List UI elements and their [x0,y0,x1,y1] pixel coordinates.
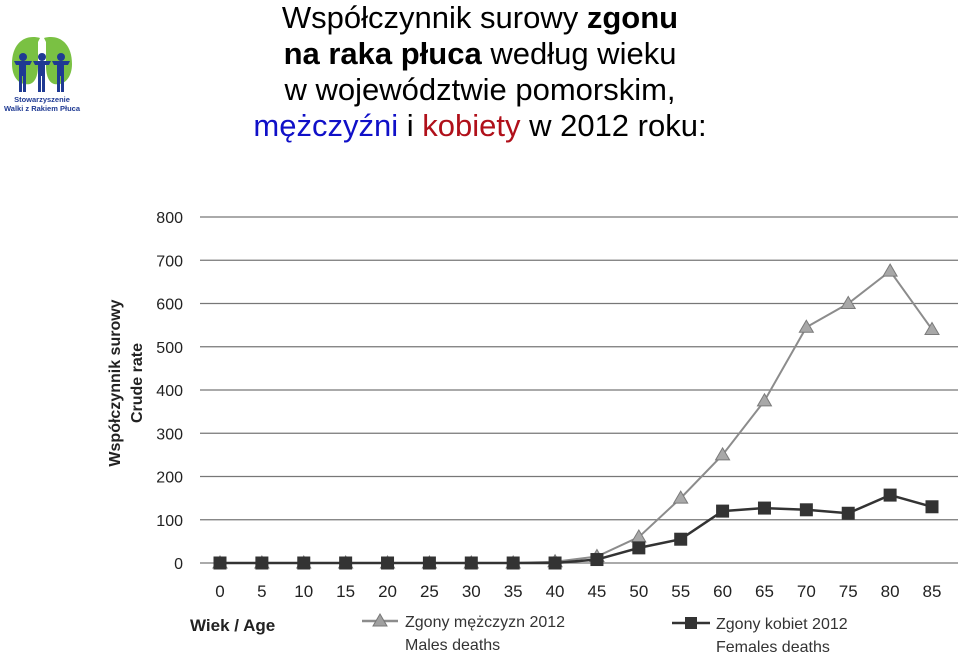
x-axis-label: Wiek / Age [190,616,275,635]
data-point-square [925,500,939,514]
legend-label-females: Zgony kobiet 2012 [716,616,848,633]
logo-line-1: Stowarzyszenie [14,95,70,104]
y-tick-label: 200 [156,470,183,487]
y-tick-label: 700 [156,253,183,270]
lungs-people-logo-icon [12,37,72,92]
x-tick-label: 20 [378,582,397,601]
legend-item-males: Zgony mężczyzn 2012 Males deaths [362,613,565,654]
logo-line-2: Walki z Rakiem Płuca [3,104,80,113]
y-axis-label-en: Crude rate [129,343,146,423]
legend-label-males: Zgony mężczyzn 2012 [405,614,565,631]
data-point-triangle [756,392,773,407]
gridlines [200,216,958,564]
data-point-square [255,556,269,570]
data-point-triangle [672,490,689,504]
y-tick-label: 100 [156,513,183,530]
x-tick-label: 80 [881,582,900,601]
title-line-4: mężczyźni i kobiety w 2012 roku: [180,108,780,144]
title-line-2-b: według wieku [481,36,677,71]
title-line-1: Współczynnik surowy zgonu [180,0,780,36]
data-point-triangle [924,321,940,335]
legend: Zgony mężczyzn 2012 Males deaths Zgony k… [362,613,848,656]
data-point-square [339,556,353,570]
x-tick-label: 5 [257,582,266,601]
title-line-2-a: na raka płuca [283,36,482,71]
x-tick-label: 0 [215,582,224,601]
title-line-3: w województwie pomorskim, [284,72,676,107]
data-point-triangle [714,446,731,461]
data-point-square [590,553,604,567]
series-line [220,493,933,565]
series-females [213,488,939,570]
x-tick-label: 85 [923,582,942,601]
x-tick-label: 15 [336,582,355,601]
x-tick-label: 75 [839,582,858,601]
data-point-square [799,503,813,517]
x-tick-label: 25 [420,582,439,601]
x-tick-label: 50 [629,582,648,601]
x-tick-label: 60 [713,582,732,601]
data-point-square [213,556,227,570]
y-tick-labels: 0 100 200 300 400 500 600 700 800 [156,210,183,573]
y-tick-label: 400 [156,383,183,400]
data-point-square [506,556,520,570]
title-line-2: na raka płuca według wieku [180,36,780,72]
y-axis-label: Współczynnik surowy [107,299,124,466]
legend-item-females: Zgony kobiet 2012 Females deaths [672,616,848,656]
legend-label-females-en: Females deaths [716,639,830,656]
x-tick-label: 65 [755,582,774,601]
data-point-square [422,556,436,570]
data-point-square [548,556,562,570]
y-tick-label: 600 [156,297,183,314]
x-tick-labels: 0 5 10 15 20 25 30 35 40 45 50 55 60 65 70 75 80 85 [215,582,941,601]
data-point-square [464,556,478,570]
x-tick-label: 40 [546,582,565,601]
data-point-square [841,506,855,520]
logo-caption: Stowarzyszenie Walki z Rakiem Płuca [0,95,84,113]
title-line-1-b: zgonu [586,0,679,35]
data-point-triangle [882,263,898,277]
data-point-square [674,532,688,546]
title-line-4-and: i [398,108,423,143]
data-point-square [883,488,897,502]
page-title: Współczynnik surowy zgonu na raka płuca … [180,0,780,144]
y-tick-label: 300 [156,426,183,443]
data-point-square [381,556,395,570]
series-layer [212,263,940,570]
legend-label-males-en: Males deaths [405,637,500,654]
data-point-square [757,501,771,515]
x-tick-label: 70 [797,582,816,601]
crude-rate-line-chart: 0 100 200 300 400 500 600 700 800 0 5 10 15 20 25 30 35… [107,210,958,656]
title-line-1-a: Współczynnik surowy [281,0,587,35]
title-line-4-year: w 2012 roku: [520,108,707,143]
title-men: mężczyźni [253,108,399,143]
y-tick-label: 500 [156,340,183,357]
series-males [212,263,940,569]
data-point-triangle [840,295,857,309]
data-point-square [716,504,730,518]
x-tick-label: 55 [671,582,690,601]
title-women: kobiety [422,108,521,143]
legend-triangle-marker-icon [372,613,388,627]
organization-logo [0,30,84,130]
x-tick-label: 35 [504,582,523,601]
y-tick-label: 800 [156,210,183,227]
data-point-triangle [798,319,815,333]
x-tick-label: 45 [587,582,606,601]
legend-square-marker-icon [685,617,697,629]
x-tick-label: 10 [294,582,313,601]
data-point-square [632,541,646,555]
y-tick-label: 0 [174,556,183,573]
x-tick-label: 30 [462,582,481,601]
data-point-square [297,556,311,570]
